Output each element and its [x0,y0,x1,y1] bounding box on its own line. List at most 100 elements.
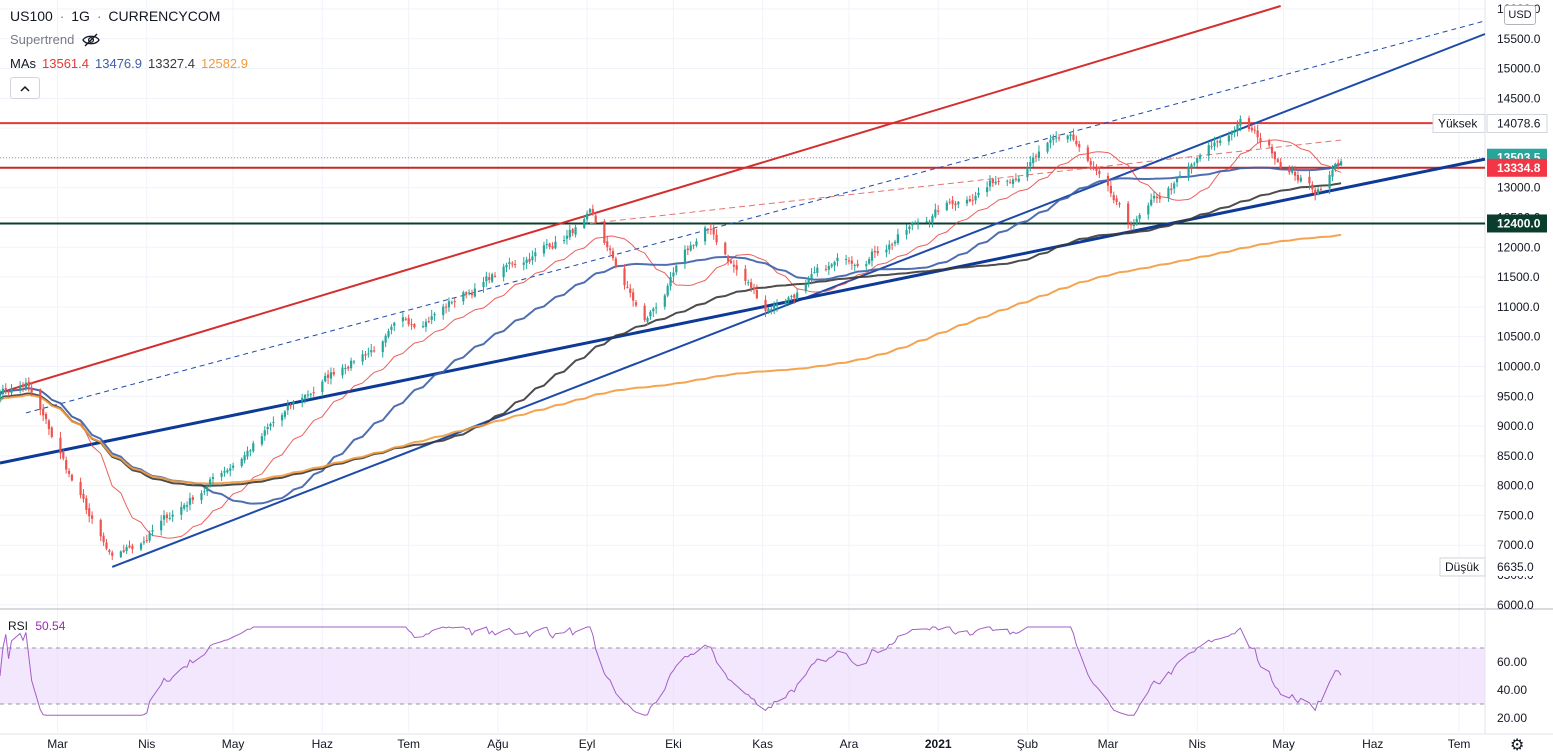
candle-body [908,226,911,230]
mas-legend[interactable]: MAs 13561.4 13476.9 13327.4 12582.9 [10,56,248,71]
candle-body [925,221,928,223]
settings-gear-icon[interactable]: ⚙ [1510,737,1525,754]
candle-body [767,308,770,312]
candle-body [1198,155,1202,159]
candle-body [90,515,94,519]
candle-body [790,296,793,298]
candle-body [292,401,295,405]
candle-body [70,474,74,481]
separator: · [96,8,102,24]
candle-body [545,243,548,245]
candle-body [39,391,42,410]
candle-body [1276,159,1279,162]
eye-off-icon[interactable] [82,33,101,47]
candle-body [145,540,148,542]
candle-body [525,259,528,263]
candle-body [1239,118,1242,126]
candle-body [1034,155,1038,157]
candle-body [747,282,750,284]
candle-body [44,414,48,420]
supertrend-indicator[interactable]: Supertrend [10,32,101,47]
candle-body [1331,169,1334,177]
candle-body [1296,174,1300,181]
candle-body [10,388,13,393]
candle-body [1115,198,1118,203]
candle-body [42,408,45,416]
candle-body [122,550,125,552]
time-tick-label: Mar [47,737,68,751]
candle-body [0,394,2,397]
candle-body [914,222,917,224]
collapse-legend-button[interactable] [10,77,40,99]
candle-body [1170,188,1173,191]
candle-body [562,240,566,242]
candle-body [813,272,816,274]
candle-body [1173,183,1176,189]
candle-body [712,228,715,235]
candle-body [663,295,666,307]
separator: · [59,8,65,24]
candle-body [1049,139,1052,143]
candle-body [387,330,390,337]
price-axis[interactable]: 6000.06500.07000.07500.08000.08500.09000… [1432,2,1548,725]
candle-body [1256,130,1259,138]
candle-body [105,542,108,549]
candle-body [1291,170,1294,173]
candle-body [994,181,997,184]
candle-body [727,255,730,262]
candle-body [444,306,448,308]
rsi-legend[interactable]: RSI 50.54 [8,619,65,633]
candle-body [565,235,569,239]
candle-body [1029,162,1032,166]
candle-body [352,361,356,363]
candle-body [1112,195,1115,201]
candle-body [594,215,597,223]
candle-body [1069,134,1072,137]
currency-button[interactable]: USD [1504,5,1536,25]
candle-body [1150,199,1153,206]
candle-body [211,477,215,479]
price-tick-label: 8500.0 [1497,449,1534,463]
candle-body [1017,178,1020,182]
candle-body [807,278,810,284]
time-tick-label: Kas [752,737,773,751]
candle-body [548,243,551,248]
candle-body [623,268,626,286]
candle-body [243,455,246,461]
candle-body [1089,161,1092,166]
candle-body [341,367,344,376]
candle-body [603,223,606,244]
chevron-up-icon [20,85,30,92]
candle-body [669,277,672,287]
candle-body [139,543,143,550]
candle-body [1328,174,1331,189]
candle-body [303,395,307,399]
candle-body [47,420,51,430]
candle-body [514,264,517,266]
rsi-line [0,626,1342,716]
candle-body [1193,163,1196,165]
candle-body [752,287,756,290]
time-tick-label: 2021 [925,737,952,751]
price-tick-label: 13000.0 [1497,181,1541,195]
candle-body [1219,140,1222,143]
candle-body [1086,147,1089,161]
candle-body [1316,189,1320,195]
time-axis[interactable]: Mar Nis May Haz Tem Ağu Eyl Eki Kas Ara 2021 Şub Mar… [47,737,1470,751]
candle-body [804,284,807,292]
candle-body [1152,196,1156,199]
candle-body [332,372,335,375]
candle-body [986,187,989,193]
candle-body [465,292,468,295]
candle-body [775,304,779,307]
candle-body [703,227,707,242]
candle-body [715,234,718,243]
candle-body [505,264,508,268]
candle-body [652,308,655,312]
candle-body [833,261,836,266]
candle-body [770,309,773,311]
candle-body [1026,167,1029,178]
rsi-label: RSI [8,619,29,633]
candle-body [393,322,396,326]
